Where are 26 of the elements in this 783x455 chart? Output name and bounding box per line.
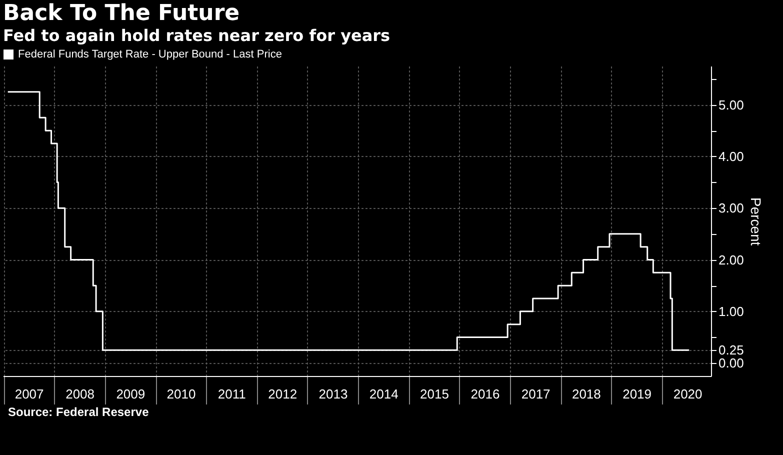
x-tick-label: 2007 [14,386,44,402]
y-tick-label: 0.00 [718,356,744,371]
chart-subtitle: Fed to again hold rates near zero for years [3,26,390,45]
x-tick-label: 2019 [622,386,652,402]
x-tick-label: 2017 [521,386,550,402]
x-tick-label: 2011 [218,386,246,402]
y-tick-label: 5.00 [718,97,744,112]
source-note: Source: Federal Reserve [7,405,150,419]
x-tick-label: 2015 [420,386,449,402]
y-tick-label: 1.00 [718,304,744,319]
y-tick-label: 2.00 [718,252,744,268]
y-tick-label: 4.00 [718,148,744,164]
x-tick-label: 2010 [166,386,196,402]
x-tick-label: 2016 [470,386,500,402]
x-tick-label: 2009 [116,386,146,402]
x-tick-label: 2013 [318,386,348,402]
y-tick-label: 0.25 [718,342,744,358]
x-tick-label: 2008 [66,386,94,402]
x-tick-label: 2020 [673,386,702,402]
x-tick-label: 2014 [369,386,398,402]
legend-label: Federal Funds Target Rate - Upper Bound - Last Price [18,48,282,60]
y-tick-label: 3.00 [718,200,744,216]
chart-title: Back To The Future [3,1,240,26]
x-tick-label: 2018 [572,386,601,402]
y-axis-title: Percent [748,197,764,246]
x-tick-label: 2012 [268,386,298,402]
